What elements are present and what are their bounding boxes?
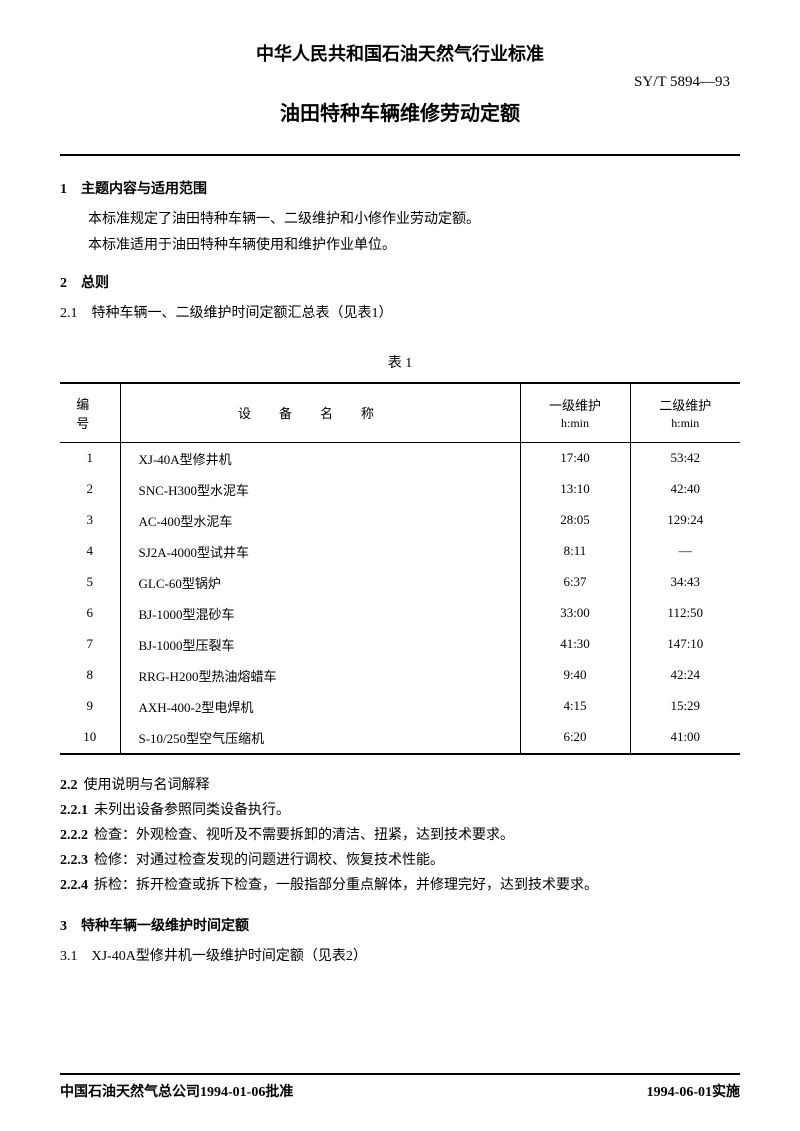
cell-idx: 4 xyxy=(60,536,120,567)
col3-top-label: 一级维护 xyxy=(549,398,601,413)
note-2-2: 2.2 使用说明与名词解释 xyxy=(60,773,740,798)
page-footer: 中国石油天然气总公司1994-01-06批准 1994-06-01实施 xyxy=(60,1073,740,1101)
cell-idx: 9 xyxy=(60,691,120,722)
col-idx-label: 编号 xyxy=(76,397,103,431)
col3-unit-label: h:min xyxy=(525,416,626,431)
cell-name: S-10/250型空气压缩机 xyxy=(120,722,520,754)
cell-level1: 9:40 xyxy=(520,660,630,691)
section-1-para-1: 本标准规定了油田特种车辆一、二级维护和小修作业劳动定额。 xyxy=(60,208,740,232)
org-title: 中华人民共和国石油天然气行业标准 xyxy=(60,40,740,66)
table-col-idx: 编号 xyxy=(60,383,120,443)
cell-level2: 15:29 xyxy=(630,691,740,722)
table-row: 5GLC-60型锅炉6:3734:43 xyxy=(60,567,740,598)
table-row: 8RRG-H200型热油熔蜡车9:4042:24 xyxy=(60,660,740,691)
cell-idx: 2 xyxy=(60,474,120,505)
standard-code: SY/T 5894—93 xyxy=(60,74,740,91)
cell-level2: 41:00 xyxy=(630,722,740,754)
cell-level2: — xyxy=(630,536,740,567)
col-name-label: 设备名称 xyxy=(238,406,402,421)
cell-level1: 4:15 xyxy=(520,691,630,722)
cell-level1: 13:10 xyxy=(520,474,630,505)
cell-level1: 17:40 xyxy=(520,442,630,474)
cell-idx: 7 xyxy=(60,629,120,660)
cell-level1: 6:20 xyxy=(520,722,630,754)
section-2-heading: 2 总则 xyxy=(60,272,740,292)
cell-level2: 147:10 xyxy=(630,629,740,660)
cell-level1: 28:05 xyxy=(520,505,630,536)
table-row: 3AC-400型水泥车28:05129:24 xyxy=(60,505,740,536)
cell-name: SNC-H300型水泥车 xyxy=(120,474,520,505)
cell-idx: 8 xyxy=(60,660,120,691)
cell-level1: 8:11 xyxy=(520,536,630,567)
note-2-2-3-lbl: 2.2.3 xyxy=(60,853,88,868)
cell-level2: 112:50 xyxy=(630,598,740,629)
footer-approval: 中国石油天然气总公司1994-01-06批准 xyxy=(60,1081,293,1101)
cell-idx: 10 xyxy=(60,722,120,754)
note-2-2-lbl: 2.2 xyxy=(60,778,78,793)
note-2-2-3: 2.2.3 检修：对通过检查发现的问题进行调校、恢复技术性能。 xyxy=(60,848,740,873)
cell-idx: 5 xyxy=(60,567,120,598)
table-row: 1XJ-40A型修井机17:4053:42 xyxy=(60,442,740,474)
cell-name: BJ-1000型混砂车 xyxy=(120,598,520,629)
cell-name: GLC-60型锅炉 xyxy=(120,567,520,598)
note-2-2-1: 2.2.1 未列出设备参照同类设备执行。 xyxy=(60,798,740,823)
table-row: 6BJ-1000型混砂车33:00112:50 xyxy=(60,598,740,629)
cell-idx: 1 xyxy=(60,442,120,474)
cell-name: BJ-1000型压裂车 xyxy=(120,629,520,660)
notes-block: 2.2 使用说明与名词解释 2.2.1 未列出设备参照同类设备执行。 2.2.2 检查… xyxy=(60,773,740,899)
cell-level2: 129:24 xyxy=(630,505,740,536)
section-1-heading: 1 主题内容与适用范围 xyxy=(60,178,740,198)
table-row: 10S-10/250型空气压缩机6:2041:00 xyxy=(60,722,740,754)
note-2-2-3-text: 检修：对通过检查发现的问题进行调校、恢复技术性能。 xyxy=(94,853,444,868)
footer-rule xyxy=(60,1073,740,1075)
cell-name: AC-400型水泥车 xyxy=(120,505,520,536)
cell-name: SJ2A-4000型试井车 xyxy=(120,536,520,567)
cell-name: XJ-40A型修井机 xyxy=(120,442,520,474)
cell-level1: 41:30 xyxy=(520,629,630,660)
cell-level2: 42:24 xyxy=(630,660,740,691)
table-row: 7BJ-1000型压裂车41:30147:10 xyxy=(60,629,740,660)
table-col-level2: 二级维护 h:min xyxy=(630,383,740,443)
cell-idx: 3 xyxy=(60,505,120,536)
clause-3-1: 3.1 XJ-40A型修井机一级维护时间定额（见表2） xyxy=(60,945,740,965)
table-1-caption: 表 1 xyxy=(60,352,740,372)
note-2-2-1-lbl: 2.2.1 xyxy=(60,803,88,818)
note-2-2-text: 使用说明与名词解释 xyxy=(84,778,210,793)
clause-2-1: 2.1 特种车辆一、二级维护时间定额汇总表（见表1） xyxy=(60,302,740,322)
table-row: 9AXH-400-2型电焊机4:1515:29 xyxy=(60,691,740,722)
table-col-level1: 一级维护 h:min xyxy=(520,383,630,443)
table-row: 4SJ2A-4000型试井车8:11— xyxy=(60,536,740,567)
note-2-2-1-text: 未列出设备参照同类设备执行。 xyxy=(94,803,290,818)
table-row: 2SNC-H300型水泥车13:1042:40 xyxy=(60,474,740,505)
document-title: 油田特种车辆维修劳动定额 xyxy=(60,97,740,126)
cell-level1: 6:37 xyxy=(520,567,630,598)
note-2-2-4-text: 拆检：拆开检查或拆下检查，一般指部分重点解体，并修理完好，达到技术要求。 xyxy=(94,878,598,893)
col4-top-label: 二级维护 xyxy=(659,398,711,413)
note-2-2-2-text: 检查：外观检查、视听及不需要拆卸的清洁、扭紧，达到技术要求。 xyxy=(94,828,514,843)
cell-level2: 42:40 xyxy=(630,474,740,505)
footer-effective: 1994-06-01实施 xyxy=(647,1081,740,1101)
table-col-name: 设备名称 xyxy=(120,383,520,443)
note-2-2-2: 2.2.2 检查：外观检查、视听及不需要拆卸的清洁、扭紧，达到技术要求。 xyxy=(60,823,740,848)
col4-unit-label: h:min xyxy=(635,416,737,431)
note-2-2-4-lbl: 2.2.4 xyxy=(60,878,88,893)
cell-idx: 6 xyxy=(60,598,120,629)
section-1-para-2: 本标准适用于油田特种车辆使用和维护作业单位。 xyxy=(60,234,740,258)
cell-name: RRG-H200型热油熔蜡车 xyxy=(120,660,520,691)
note-2-2-2-lbl: 2.2.2 xyxy=(60,828,88,843)
cell-level2: 34:43 xyxy=(630,567,740,598)
section-3-heading: 3 特种车辆一级维护时间定额 xyxy=(60,915,740,935)
title-rule xyxy=(60,154,740,156)
cell-level1: 33:00 xyxy=(520,598,630,629)
cell-level2: 53:42 xyxy=(630,442,740,474)
table-1: 编号 设备名称 一级维护 h:min 二级维护 h:min 1XJ-40A型修井… xyxy=(60,382,740,755)
cell-name: AXH-400-2型电焊机 xyxy=(120,691,520,722)
note-2-2-4: 2.2.4 拆检：拆开检查或拆下检查，一般指部分重点解体，并修理完好，达到技术要求… xyxy=(60,873,740,898)
